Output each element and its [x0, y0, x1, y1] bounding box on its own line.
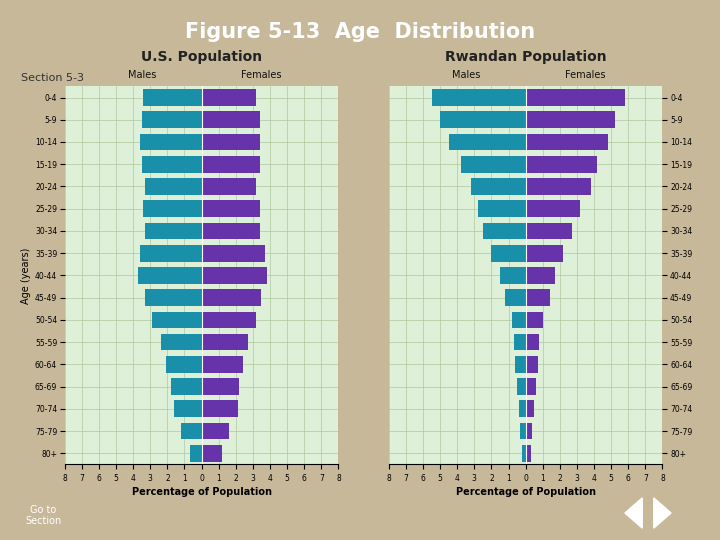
Bar — [471, 178, 526, 195]
Bar — [461, 156, 526, 173]
Bar — [145, 289, 202, 306]
Bar — [202, 445, 222, 462]
Bar — [526, 200, 580, 217]
Bar — [202, 222, 260, 239]
Bar — [202, 178, 256, 195]
Bar — [483, 222, 526, 239]
Bar — [202, 134, 260, 150]
Bar — [526, 356, 538, 373]
Bar — [202, 111, 260, 128]
Bar — [202, 334, 248, 350]
Bar — [526, 401, 534, 417]
Bar — [138, 267, 202, 284]
Bar — [181, 423, 202, 440]
Bar — [161, 334, 202, 350]
Bar — [526, 156, 598, 173]
Bar — [202, 289, 261, 306]
Bar — [526, 423, 533, 440]
Bar — [518, 401, 526, 417]
Bar — [202, 401, 238, 417]
Bar — [526, 312, 543, 328]
Bar — [142, 156, 202, 173]
Bar — [152, 312, 202, 328]
Text: Males: Males — [451, 70, 480, 80]
Bar — [202, 423, 229, 440]
Bar — [526, 289, 549, 306]
Bar — [505, 289, 526, 306]
Bar — [171, 378, 202, 395]
Bar — [526, 267, 554, 284]
Bar — [526, 89, 625, 106]
Bar — [526, 111, 615, 128]
Bar — [174, 401, 202, 417]
Text: Figure 5-13  Age  Distribution: Figure 5-13 Age Distribution — [185, 22, 535, 43]
X-axis label: Percentage of Population: Percentage of Population — [132, 487, 271, 497]
Bar — [202, 89, 256, 106]
Text: Females: Females — [241, 70, 282, 80]
Bar — [202, 356, 243, 373]
Bar — [512, 312, 526, 328]
Bar — [522, 445, 526, 462]
Text: Section 5-3: Section 5-3 — [22, 73, 84, 83]
Bar — [202, 312, 256, 328]
Bar — [526, 378, 536, 395]
Polygon shape — [654, 498, 671, 528]
Bar — [526, 334, 539, 350]
Bar — [143, 200, 202, 217]
Bar — [202, 378, 239, 395]
Bar — [143, 89, 202, 106]
Bar — [526, 445, 531, 462]
Bar — [202, 267, 266, 284]
Bar — [449, 134, 526, 150]
Text: Go to
Section: Go to Section — [25, 505, 61, 526]
Bar — [478, 200, 526, 217]
Bar — [140, 245, 202, 261]
Bar — [202, 200, 260, 217]
Bar — [517, 378, 526, 395]
Bar — [140, 134, 202, 150]
Y-axis label: Age (years): Age (years) — [21, 247, 31, 303]
X-axis label: Percentage of Population: Percentage of Population — [456, 487, 595, 497]
Bar — [145, 178, 202, 195]
Bar — [513, 334, 526, 350]
Bar — [202, 245, 265, 261]
Bar — [166, 356, 202, 373]
Bar — [521, 423, 526, 440]
Bar — [526, 222, 572, 239]
Bar — [142, 111, 202, 128]
Bar — [145, 222, 202, 239]
Bar — [526, 134, 608, 150]
Bar — [526, 245, 563, 261]
Bar — [440, 111, 526, 128]
Bar — [492, 245, 526, 261]
Polygon shape — [625, 498, 642, 528]
Bar — [500, 267, 526, 284]
Bar — [516, 356, 526, 373]
Bar — [431, 89, 526, 106]
Title: U.S. Population: U.S. Population — [141, 50, 262, 64]
Bar — [526, 178, 590, 195]
Text: Females: Females — [565, 70, 606, 80]
Bar — [189, 445, 202, 462]
Text: Males: Males — [127, 70, 156, 80]
Title: Rwandan Population: Rwandan Population — [445, 50, 606, 64]
Bar — [202, 156, 260, 173]
